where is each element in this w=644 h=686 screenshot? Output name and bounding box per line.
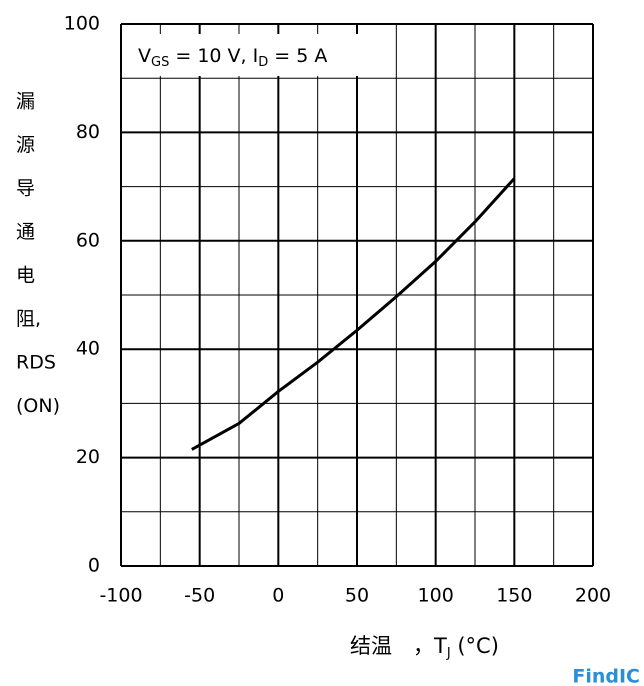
annotation-box: [124, 34, 384, 76]
y-axis-label: 电: [16, 265, 35, 287]
annotation-text: V: [138, 45, 151, 67]
x-axis-label: 结温 ，TJ (°C): [350, 634, 499, 661]
y-axis-label: 通: [16, 221, 35, 243]
x-axis-label-text: (°C): [451, 634, 499, 658]
annotation-subscript: D: [258, 55, 268, 70]
x-tick-label: 200: [575, 585, 611, 607]
y-axis-label: 导: [16, 178, 35, 200]
x-tick-label: 0: [272, 585, 284, 607]
x-axis-label-text: 结温 ，T: [350, 634, 447, 658]
x-tick-label: -50: [184, 585, 215, 607]
y-tick-label: 40: [76, 338, 100, 360]
y-tick-label: 0: [88, 555, 100, 577]
y-axis-label: 阻,: [16, 308, 41, 330]
x-tick-label: 50: [345, 585, 369, 607]
y-tick-label: 80: [76, 121, 100, 143]
annotation-text: = 10 V, I: [169, 45, 258, 67]
x-axis-label-subscript: J: [446, 646, 451, 661]
annotation-text: = 5 A: [268, 45, 327, 67]
y-axis-label: RDS: [16, 352, 56, 374]
x-tick-label: 150: [496, 585, 532, 607]
y-axis-label: (ON): [16, 395, 60, 417]
data-line: [191, 177, 516, 451]
y-tick-label: 20: [76, 446, 100, 468]
watermark: FindIC: [572, 666, 640, 686]
annotation: VGS = 10 V, ID = 5 A: [138, 45, 327, 70]
y-tick-label: 60: [76, 229, 100, 251]
x-tick-label: -100: [99, 585, 142, 607]
annotation-subscript: GS: [151, 55, 169, 70]
y-axis-label: 漏: [16, 91, 35, 113]
y-axis-label: 源: [16, 134, 35, 156]
y-tick-label: 100: [64, 13, 100, 35]
x-tick-label: 100: [418, 585, 454, 607]
